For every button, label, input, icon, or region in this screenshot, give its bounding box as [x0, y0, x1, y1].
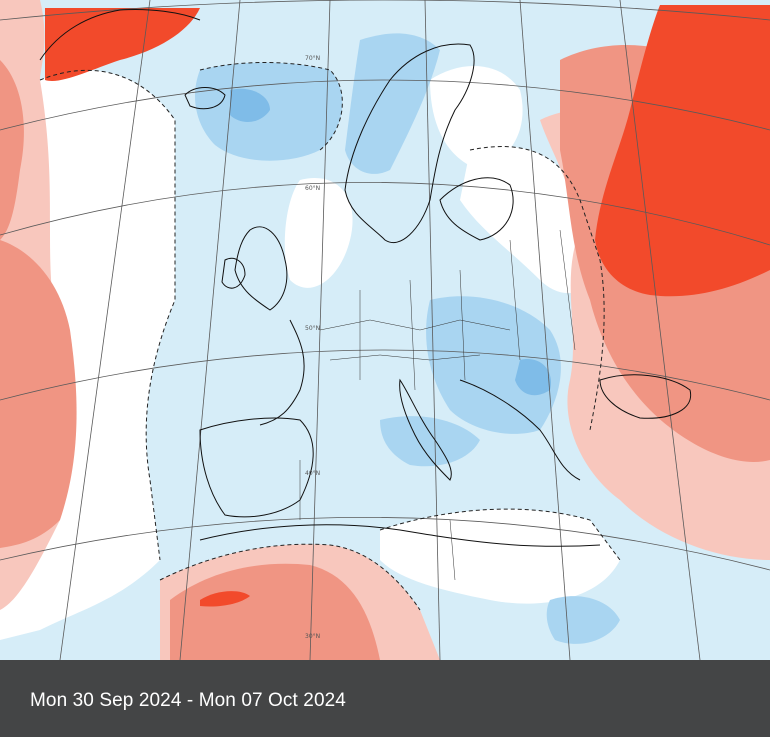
longitude-lines: [59, 0, 701, 660]
balkans-coast: [459, 379, 581, 481]
map-panel: 70°N 60°N 50°N 40°N 30°N: [0, 0, 770, 661]
cool-zone-central-europe: [426, 296, 561, 434]
cool-zone-scandinavia: [345, 33, 440, 174]
temperature-anomaly-map: 70°N 60°N 50°N 40°N 30°N: [0, 0, 770, 660]
ireland-coast: [221, 257, 246, 289]
neutral-zone-east-europe: [460, 146, 600, 294]
lat-label-30: 30°N: [305, 633, 320, 640]
lat-label-50: 50°N: [305, 325, 320, 332]
uk-coast: [234, 226, 288, 311]
italy-coast: [399, 378, 452, 481]
greenland-coast: [39, 9, 201, 61]
forecast-date-range: Mon 30 Sep 2024 - Mon 07 Oct 2024: [30, 690, 346, 711]
warm-strong-zone-morocco: [200, 591, 250, 607]
baltic-coast: [439, 177, 514, 241]
country-borders: [299, 229, 576, 581]
scandinavia-coast: [344, 43, 475, 243]
iceland-coast: [184, 87, 226, 110]
warm-strong-zone-greenland: [45, 8, 200, 81]
france-coast: [259, 319, 305, 426]
neutral-zone-scandinavia: [430, 66, 523, 170]
coastlines: [39, 9, 692, 547]
north-africa-coast: [199, 524, 601, 547]
warm-zone-northwest: [0, 60, 24, 240]
warm-zone-africa: [170, 563, 380, 660]
lat-label-60: 60°N: [305, 185, 320, 192]
lat-label-40: 40°N: [305, 470, 320, 477]
latitude-lines: [0, 0, 770, 571]
black-sea-coast: [599, 374, 692, 419]
lat-label-70: 70°N: [305, 55, 320, 62]
caption-bar: [0, 660, 770, 737]
cool-zone-mediterranean: [380, 416, 480, 467]
cool-zone-southeast: [546, 596, 620, 644]
warm-strong-zone-russia: [595, 5, 770, 297]
warm-zone-atlantic: [0, 240, 77, 548]
anomaly-contours: [39, 62, 621, 611]
cool-strong-zone-1: [230, 88, 270, 122]
cool-strong-zone-2: [515, 359, 551, 396]
neutral-zone-north-sea: [284, 178, 353, 288]
